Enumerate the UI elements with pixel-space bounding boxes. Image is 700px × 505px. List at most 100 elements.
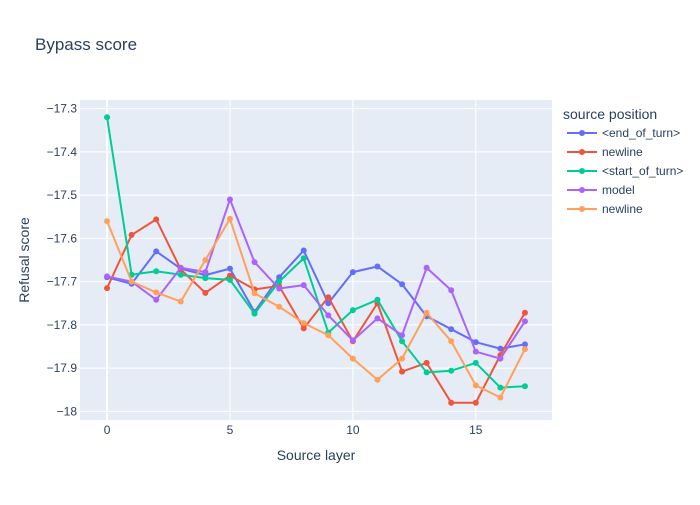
data-point — [226, 265, 233, 272]
data-point — [251, 259, 258, 266]
plot-area — [80, 100, 552, 420]
data-point — [202, 275, 209, 282]
data-point — [325, 294, 332, 301]
data-point — [399, 332, 406, 339]
y-tick-label: −17.9 — [47, 361, 78, 375]
data-point — [349, 337, 356, 344]
legend-item-4[interactable]: newline — [567, 202, 643, 216]
legend-label: model — [602, 183, 635, 197]
data-point — [399, 355, 406, 362]
data-point — [276, 278, 283, 285]
data-point — [276, 285, 283, 292]
data-point — [153, 248, 160, 255]
x-tick-label: 15 — [469, 423, 483, 437]
legend-item-0[interactable]: <end_of_turn> — [567, 126, 680, 140]
data-point — [177, 264, 184, 271]
legend-title: source position — [563, 106, 657, 122]
data-point — [104, 285, 111, 292]
chart-title: Bypass score — [35, 35, 137, 54]
series-line — [106, 249, 526, 350]
y-gridlines — [80, 108, 552, 412]
data-point — [153, 296, 160, 303]
data-point — [472, 382, 479, 389]
data-point — [104, 273, 111, 280]
data-point — [153, 268, 160, 275]
legend-swatch-marker — [579, 149, 585, 155]
series-line — [106, 217, 526, 399]
data-point — [153, 216, 160, 223]
data-point — [472, 359, 479, 366]
legend-label: <start_of_turn> — [602, 164, 683, 178]
legend-item-3[interactable]: model — [567, 183, 635, 197]
legend-label: newline — [602, 145, 643, 159]
y-tick-label: −18 — [57, 404, 78, 418]
data-point — [104, 218, 111, 225]
legend-items: <end_of_turn>newline <start_of_turn>model… — [567, 126, 683, 216]
x-tick-label: 10 — [346, 423, 360, 437]
legend-swatch-marker — [579, 206, 585, 212]
series-3 — [104, 196, 528, 362]
data-point — [226, 196, 233, 203]
data-point — [325, 332, 332, 339]
data-point — [276, 274, 283, 281]
data-point — [300, 325, 307, 332]
data-point — [521, 309, 528, 316]
data-point — [300, 247, 307, 254]
data-point — [202, 289, 209, 296]
data-point — [153, 289, 160, 296]
data-point — [521, 346, 528, 353]
data-point — [399, 368, 406, 375]
data-point — [128, 278, 135, 285]
legend-swatch-marker — [579, 187, 585, 193]
data-point — [448, 287, 455, 294]
data-point — [472, 339, 479, 346]
data-point — [521, 341, 528, 348]
data-point — [202, 257, 209, 263]
data-point — [497, 345, 504, 352]
data-point — [423, 309, 430, 316]
data-point — [448, 399, 455, 406]
data-point — [472, 348, 479, 355]
data-point — [128, 231, 135, 238]
data-point — [497, 384, 504, 391]
data-point — [374, 296, 381, 303]
data-point — [202, 269, 209, 276]
y-axis-label: Refusal score — [16, 217, 32, 303]
data-point — [448, 367, 455, 374]
data-point — [251, 310, 258, 317]
y-tick-label: −17.7 — [47, 275, 78, 289]
legend-swatch-marker — [579, 130, 585, 136]
data-point — [300, 320, 307, 327]
data-point — [399, 281, 406, 288]
legend-label: <end_of_turn> — [602, 126, 680, 140]
legend-item-2[interactable]: <start_of_turn> — [567, 164, 683, 178]
data-point — [226, 272, 233, 279]
data-point — [521, 383, 528, 390]
data-point — [497, 394, 504, 401]
data-point — [300, 255, 307, 262]
data-point — [226, 276, 233, 283]
x-gridlines — [106, 100, 477, 420]
x-tick-label: 5 — [227, 423, 234, 437]
data-point — [423, 369, 430, 376]
series-layer — [104, 114, 528, 406]
data-point — [472, 399, 479, 406]
series-line — [106, 218, 526, 404]
data-point — [399, 338, 406, 345]
data-point — [497, 355, 504, 362]
series-line — [106, 198, 526, 360]
data-point — [374, 315, 381, 322]
y-tick-label: −17.8 — [47, 318, 78, 332]
y-tick-label: −17.4 — [47, 145, 78, 159]
data-point — [325, 312, 332, 319]
data-point — [423, 264, 430, 271]
data-point — [349, 355, 356, 362]
data-point — [349, 307, 356, 314]
data-point — [177, 298, 184, 305]
data-point — [104, 114, 111, 121]
legend-label: newline — [602, 202, 643, 216]
data-point — [226, 215, 233, 222]
legend-item-1[interactable]: newline — [567, 145, 643, 159]
